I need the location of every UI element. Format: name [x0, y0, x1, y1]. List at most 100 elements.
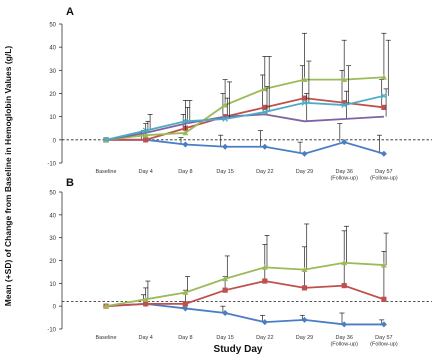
x-tick-label: Day 36 (Follow-up) [330, 169, 358, 182]
data-point [301, 95, 308, 101]
data-point [341, 102, 348, 109]
series-line [105, 76, 384, 141]
x-tick-label: Day 8 [178, 335, 192, 341]
data-point [222, 102, 229, 108]
x-tick-label-line: Day 36 [335, 169, 352, 175]
x-tick-label-line: Day 22 [256, 335, 273, 341]
data-point [261, 264, 268, 270]
x-tick-label-line: Baseline [95, 335, 116, 341]
data-point [301, 266, 308, 273]
x-tick-label: Day 4 [139, 169, 153, 175]
x-tick-label-line: Baseline [95, 169, 116, 175]
x-tick-label-line: Day 8 [178, 335, 192, 341]
y-tick-label: 30 [49, 236, 56, 242]
data-point [341, 100, 347, 106]
data-point [341, 76, 348, 82]
data-point [341, 139, 348, 146]
data-point [222, 287, 228, 293]
panel-b-series [103, 223, 389, 328]
data-point [261, 319, 268, 326]
x-tick-label: Day 22 [256, 335, 273, 341]
data-point [182, 305, 189, 312]
x-tick-label: Day 15 [216, 169, 233, 175]
x-tick-label-line: Day 57 [375, 169, 392, 175]
x-tick-label-line: Day 22 [256, 169, 273, 175]
data-point [182, 141, 189, 148]
series-line [106, 138, 385, 155]
x-tick-label-line: (Follow-up) [330, 342, 358, 348]
y-tick-label: -10 [47, 162, 56, 168]
y-tick-label: 0 [53, 138, 57, 144]
x-tick-label: Day 29 [296, 169, 313, 175]
x-tick-label: Day 8 [178, 169, 192, 175]
x-tick-label-line: Day 4 [139, 335, 153, 341]
x-tick-label-line: Day 15 [216, 169, 233, 175]
x-tick-label: Day 29 [296, 335, 313, 341]
data-point [142, 127, 149, 134]
data-point [380, 92, 387, 99]
x-tick-label-line: Day 29 [296, 169, 313, 175]
series-line [105, 94, 385, 141]
data-point [341, 259, 348, 266]
data-point [301, 150, 308, 157]
x-tick-label-line: Day 36 [335, 335, 352, 341]
data-point [222, 310, 229, 317]
panel-label: A [66, 6, 74, 18]
x-tick-label: Day 57 (Follow-up) [370, 169, 398, 182]
x-tick-label: Day 36 (Follow-up) [330, 335, 358, 348]
y-tick-label: 50 [49, 23, 56, 29]
panel-label: B [66, 177, 74, 189]
x-tick-label: Day 15 [216, 335, 233, 341]
data-point [262, 278, 268, 284]
series-layer [103, 32, 391, 328]
y-tick-label: 30 [49, 69, 56, 75]
panel-a-axes: A -10 0 10 20 30 40 50 Baseline Day 4 Day 8 Day 15 D… [47, 6, 432, 182]
x-tick-label: Baseline [95, 169, 116, 175]
data-point [143, 137, 149, 143]
data-point [142, 296, 149, 302]
x-tick-label-line: Day 29 [296, 335, 313, 341]
x-tick-label-line: (Follow-up) [370, 342, 398, 348]
y-tick-label: 10 [49, 282, 56, 288]
y-tick-label: 10 [49, 115, 56, 121]
data-point [222, 143, 229, 150]
data-point [103, 136, 109, 143]
x-tick-label-line: (Follow-up) [370, 176, 398, 182]
data-point [341, 283, 347, 289]
x-tick-label-line: Day 8 [178, 169, 192, 175]
series-line [105, 261, 384, 308]
x-tick-label-line: Day 4 [139, 169, 153, 175]
y-tick-label: 0 [53, 305, 57, 311]
y-tick-label: 20 [49, 92, 56, 98]
data-point [222, 275, 229, 282]
data-point [301, 316, 308, 323]
x-tick-label: Day 57 (Follow-up) [370, 335, 398, 348]
y-tick-label: -10 [47, 328, 56, 334]
x-tick-label: Baseline [95, 335, 116, 341]
data-point [182, 118, 189, 125]
panel-a-series [103, 32, 391, 157]
x-tick-label-line: Day 57 [375, 335, 392, 341]
data-point [261, 85, 268, 92]
y-tick-label: 20 [49, 259, 56, 265]
data-point [341, 321, 348, 328]
data-point [380, 262, 387, 268]
y-tick-label: 40 [49, 213, 56, 219]
x-tick-label-line: Day 15 [216, 335, 233, 341]
x-tick-label-line: (Follow-up) [330, 176, 358, 182]
x-tick-label: Day 22 [256, 169, 273, 175]
data-point [380, 321, 387, 328]
data-point [380, 150, 387, 157]
x-axis-title: Study Day [214, 344, 263, 355]
series-line [105, 280, 385, 308]
data-point [103, 303, 109, 309]
data-point [380, 74, 387, 80]
y-axis-title: Mean (+SD) of Change from Baseline in He… [3, 46, 13, 307]
x-tick-label: Day 4 [139, 335, 153, 341]
data-point [182, 301, 188, 307]
y-tick-label: 40 [49, 46, 56, 52]
data-point [381, 104, 387, 110]
data-point [142, 132, 149, 138]
panel-b-axes: B -10 0 10 20 30 40 50 Baseline Day 4 Day 8 Day 15 D… [47, 177, 432, 348]
